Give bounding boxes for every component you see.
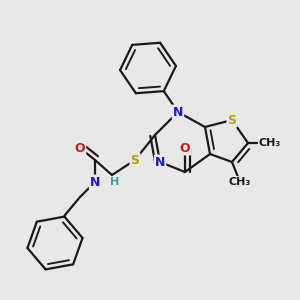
Text: S: S (227, 113, 236, 127)
Text: O: O (180, 142, 190, 154)
Text: CH₃: CH₃ (259, 138, 281, 148)
Text: N: N (90, 176, 100, 188)
Text: CH₃: CH₃ (229, 177, 251, 187)
Text: N: N (173, 106, 183, 118)
Text: N: N (155, 155, 165, 169)
Text: S: S (130, 154, 140, 166)
Text: O: O (75, 142, 85, 154)
Text: H: H (110, 177, 120, 187)
